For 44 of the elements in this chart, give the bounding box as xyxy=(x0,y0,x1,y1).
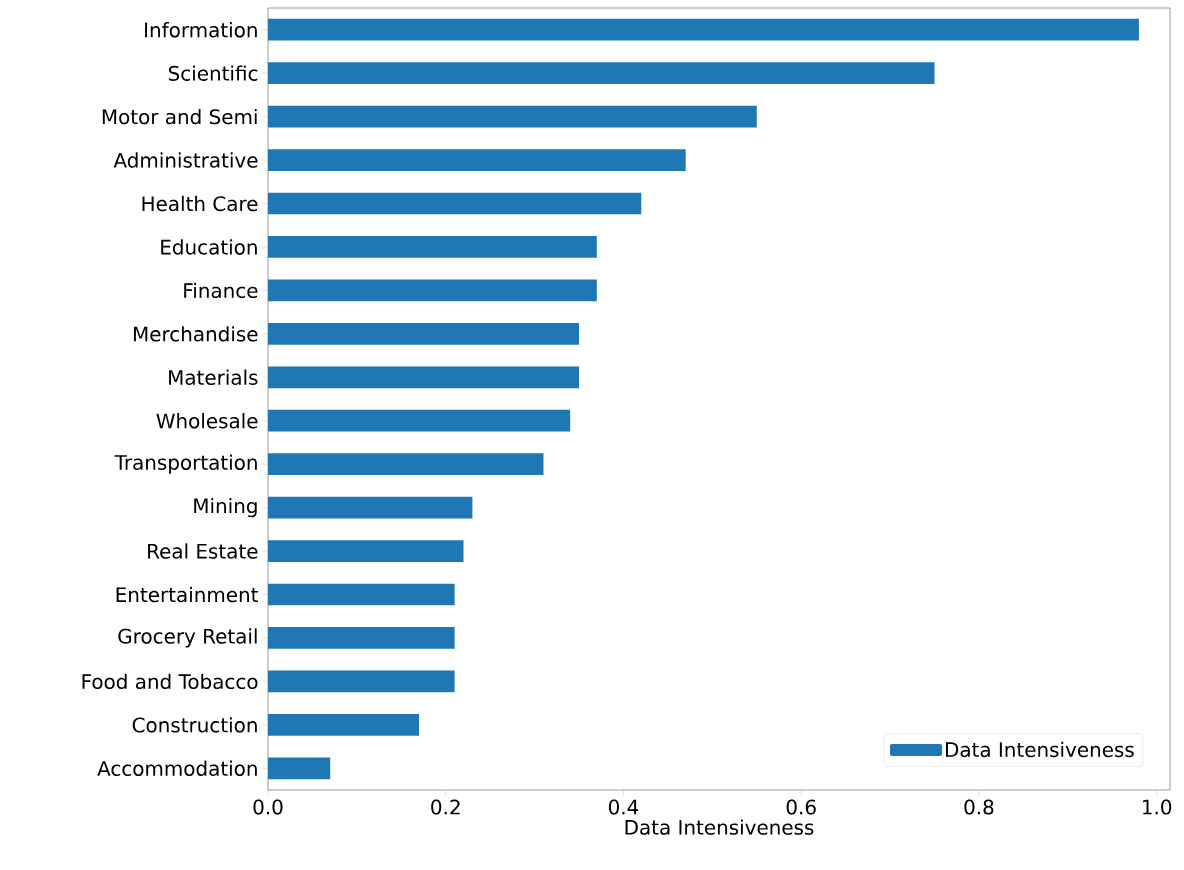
bar xyxy=(268,453,544,476)
y-tick-label: Transportation xyxy=(114,454,257,474)
bar xyxy=(268,713,420,736)
x-tick-label: 0.4 xyxy=(608,799,639,815)
y-tick-label: Entertainment xyxy=(116,586,258,603)
x-tick-label: 1.0 xyxy=(1143,799,1172,815)
y-tick-label: Information xyxy=(145,22,257,38)
y-tick-label: Finance xyxy=(184,282,258,299)
bar xyxy=(268,757,331,780)
y-tick-label: Motor and Semi xyxy=(102,108,257,125)
bar xyxy=(268,192,642,215)
x-tick-label: 0.2 xyxy=(431,799,460,815)
y-tick-label: Construction xyxy=(132,717,257,733)
y-tick-label: Food and Tobacco xyxy=(82,673,258,690)
bar xyxy=(268,627,455,649)
y-tick-label: Materials xyxy=(169,369,258,385)
y-tick-label: Administrative xyxy=(113,152,258,168)
x-tick-label: 0.0 xyxy=(253,799,283,815)
y-tick-label: Real Estate xyxy=(148,543,258,559)
bar xyxy=(268,496,473,519)
y-tick-label: Education xyxy=(161,239,257,255)
bar xyxy=(268,18,1139,41)
y-tick-label: Accommodation xyxy=(97,760,257,776)
legend-label: Data Intensiveness xyxy=(945,741,1134,758)
y-tick-label: Wholesale xyxy=(156,413,258,429)
bar xyxy=(268,322,580,345)
bar xyxy=(268,670,455,693)
bar xyxy=(268,105,757,128)
bar xyxy=(268,279,597,302)
x-tick-label: 0.8 xyxy=(964,799,994,815)
y-tick-label: Health Care xyxy=(142,195,258,212)
y-tick-label: Scientific xyxy=(168,65,258,81)
bar xyxy=(268,540,464,562)
y-tick-label: Mining xyxy=(194,497,257,518)
y-tick-label: Merchandise xyxy=(133,326,258,342)
bar xyxy=(268,583,455,606)
bar xyxy=(268,62,935,85)
bar xyxy=(268,409,571,432)
bar xyxy=(268,366,580,389)
x-axis-title: Data Intensiveness xyxy=(625,819,814,835)
x-tick-label: 0.6 xyxy=(786,799,816,815)
y-tick-label: Grocery Retail xyxy=(118,628,257,648)
bar xyxy=(268,149,686,171)
bar xyxy=(268,236,597,258)
